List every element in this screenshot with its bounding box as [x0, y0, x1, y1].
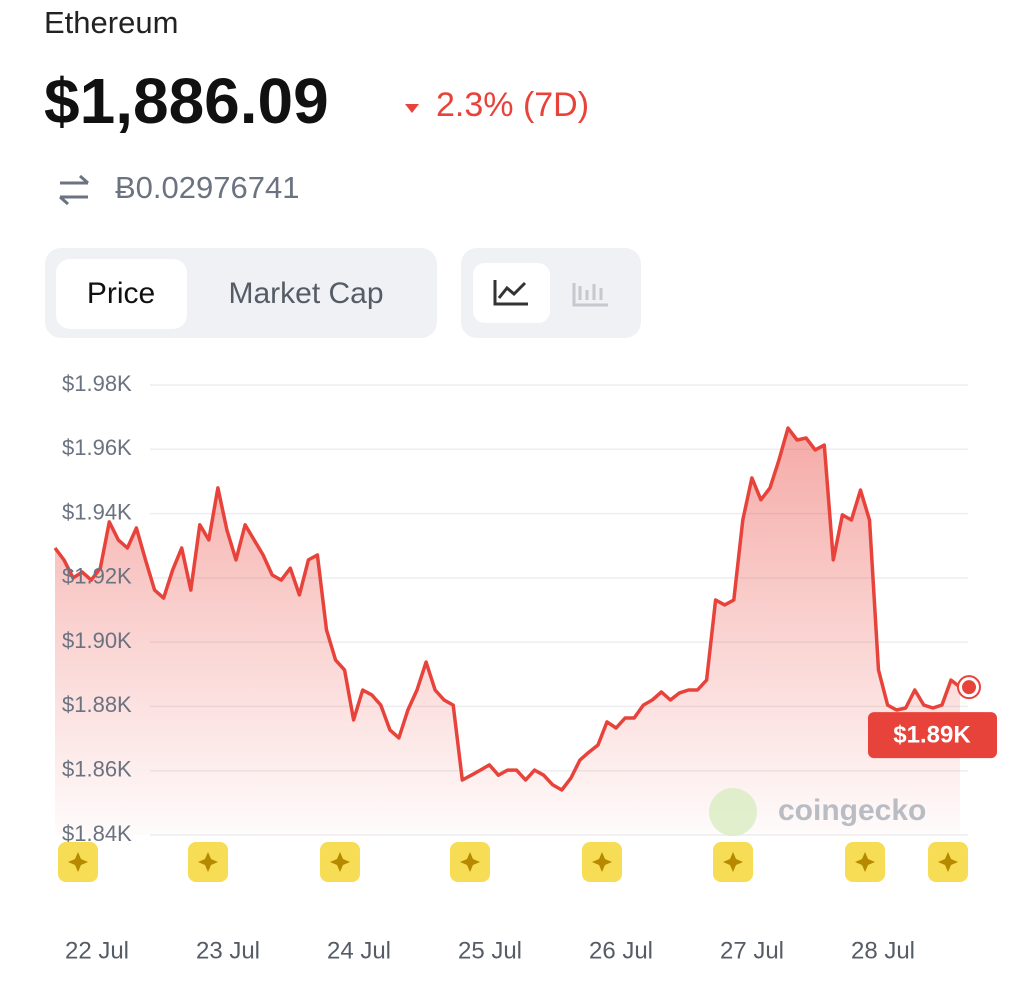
x-tick-label: 28 Jul — [851, 937, 915, 964]
btc-price: Ƀ0.02976741 — [115, 170, 299, 205]
news-star — [592, 852, 612, 872]
tab-active-bg — [56, 259, 187, 329]
news-star — [68, 852, 88, 872]
y-tick-label: $1.84K — [62, 821, 132, 846]
swap-icon — [59, 174, 89, 206]
x-tick-label: 22 Jul — [65, 937, 129, 964]
x-tick-label: 26 Jul — [589, 937, 653, 964]
y-tick-label: $1.92K — [62, 564, 132, 589]
watermark-logo — [709, 788, 757, 836]
tab-price[interactable]: Price — [87, 277, 155, 310]
x-tick-label: 27 Jul — [720, 937, 784, 964]
y-tick-label: $1.96K — [62, 435, 132, 460]
y-tick-label: $1.88K — [62, 692, 132, 717]
news-star — [723, 852, 743, 872]
y-tick-label: $1.90K — [62, 628, 132, 653]
x-tick-label: 23 Jul — [196, 937, 260, 964]
line-icon — [493, 280, 528, 306]
x-tick-label: 24 Jul — [327, 937, 391, 964]
price-line — [53, 426, 962, 792]
y-tick-label: $1.98K — [62, 371, 132, 396]
price-change: 2.3% (7D) — [436, 86, 589, 124]
y-tick-label: $1.86K — [62, 757, 132, 782]
chart: $1.89K $1.84K $1.86K $1.88K $1.90K $1.92K $1.9… — [53, 371, 997, 964]
news-star — [938, 852, 958, 872]
x-tick-label: 25 Jul — [458, 937, 522, 964]
news-star — [460, 852, 480, 872]
coin-name: Ethereum — [44, 5, 178, 40]
y-tick-label: $1.94K — [62, 499, 132, 524]
news-star — [198, 852, 218, 872]
down-arrow — [405, 104, 419, 113]
last-price-label: $1.89K — [893, 721, 971, 748]
watermark: coingecko — [778, 794, 926, 827]
news-star — [330, 852, 350, 872]
last-price-badge — [868, 712, 997, 759]
last-point-dot — [962, 680, 976, 695]
price: $1,886.09 — [44, 65, 329, 137]
candle-icon[interactable] — [572, 283, 608, 307]
area — [55, 428, 960, 835]
tab-market-cap[interactable]: Market Cap — [228, 277, 383, 310]
news-star — [855, 852, 875, 872]
